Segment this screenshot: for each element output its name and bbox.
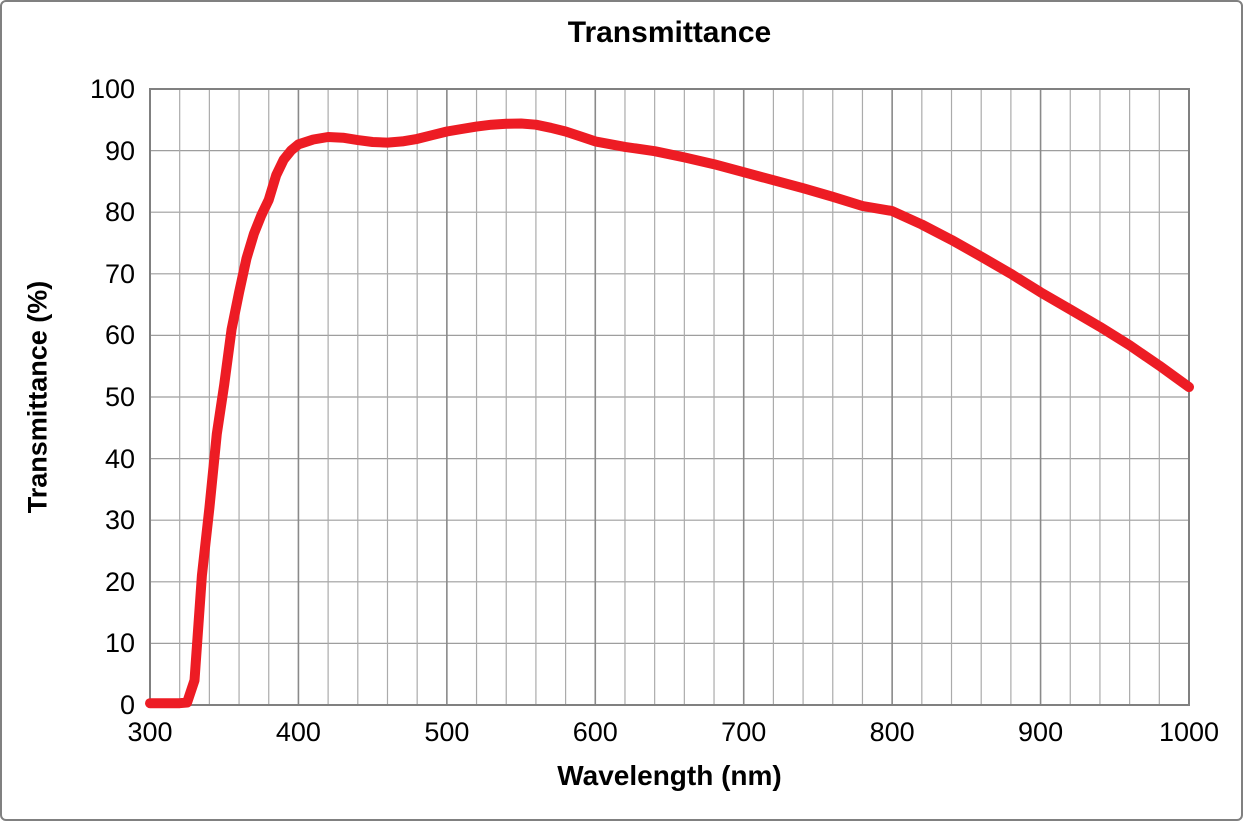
y-tick-label: 100 xyxy=(89,74,135,104)
x-tick-label: 400 xyxy=(275,717,321,747)
x-tick-label: 800 xyxy=(869,717,915,747)
y-tick-label: 60 xyxy=(104,320,135,351)
x-tick-label: 300 xyxy=(127,717,173,747)
series-line-transmittance xyxy=(145,118,1194,709)
y-tick-label: 10 xyxy=(104,628,135,659)
plot-frame xyxy=(149,88,1190,706)
y-tick-label: 80 xyxy=(104,197,135,228)
x-tick-label: 1000 xyxy=(1158,717,1220,747)
y-tick-label: 0 xyxy=(119,690,135,720)
y-tick-label: 20 xyxy=(104,566,135,597)
y-tick-label: 50 xyxy=(104,382,135,412)
x-tick-label: 700 xyxy=(721,717,767,747)
x-tick-label: 600 xyxy=(572,717,618,747)
x-tick-label: 500 xyxy=(424,717,470,747)
x-tick-label: 900 xyxy=(1018,717,1064,747)
x-axis-title: Wavelength (nm) xyxy=(557,760,782,791)
y-tick-label: 70 xyxy=(104,258,135,289)
y-tick-label: 40 xyxy=(104,443,135,474)
y-tick-label: 30 xyxy=(104,505,135,536)
y-tick-label: 90 xyxy=(104,135,135,166)
chart-title: Transmittance xyxy=(567,16,772,49)
